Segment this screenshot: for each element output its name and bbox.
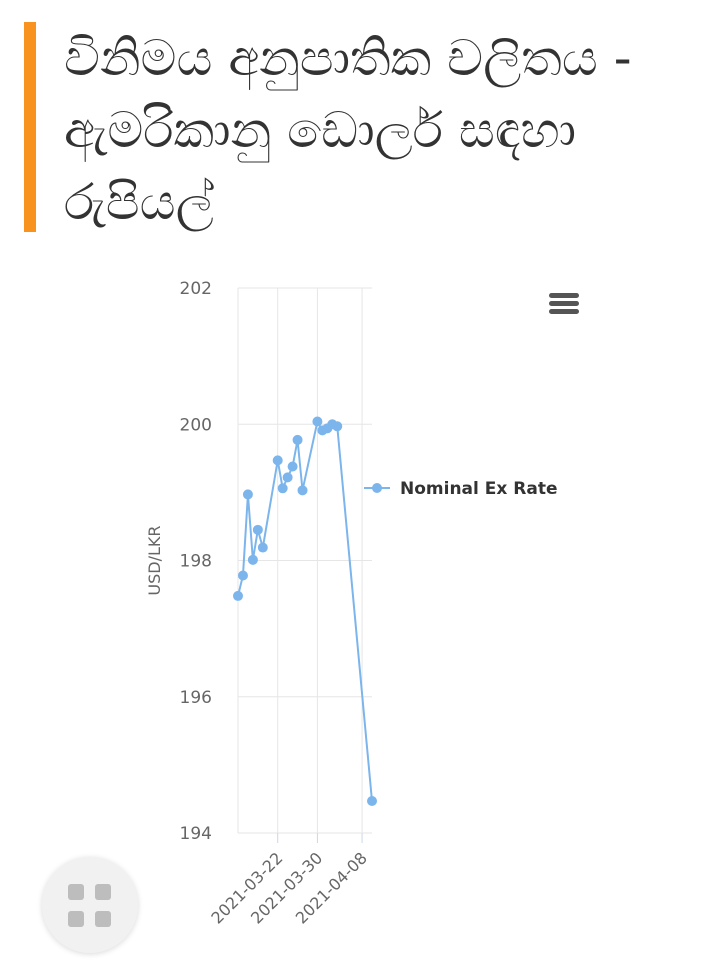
y-tick-label: 196 xyxy=(180,688,212,708)
y-tick-label: 198 xyxy=(180,552,212,572)
chart-gridlines xyxy=(237,287,372,834)
data-point xyxy=(242,489,253,500)
chart-legend: Nominal Ex Rate xyxy=(364,479,557,499)
data-point xyxy=(252,524,263,535)
data-point xyxy=(287,461,298,472)
page-title: විනිමය අනුපාතික චලිතය - ඇමරිකානු ඩොලර් ස… xyxy=(64,29,632,231)
data-point xyxy=(332,421,343,432)
title-block: විනිමය අනුපාතික චලිතය - ඇමරිකානු ඩොලර් ස… xyxy=(24,22,704,232)
grid-apps-icon xyxy=(68,884,84,900)
legend-marker xyxy=(372,483,382,493)
legend-label: Nominal Ex Rate xyxy=(400,479,557,499)
apps-fab-button[interactable] xyxy=(42,857,138,953)
data-point xyxy=(257,542,268,553)
data-point xyxy=(272,455,283,466)
data-point xyxy=(233,590,243,601)
y-tick-label: 202 xyxy=(180,279,212,299)
chart-menu-button[interactable] xyxy=(542,290,586,330)
y-tick-label: 200 xyxy=(180,415,212,435)
y-axis-title: USD/LKR xyxy=(145,525,164,595)
data-point xyxy=(312,416,323,427)
data-point xyxy=(247,554,258,565)
data-point xyxy=(237,570,248,581)
y-tick-label: 194 xyxy=(180,824,212,844)
data-point xyxy=(282,472,293,483)
chart-series xyxy=(233,416,377,806)
data-point xyxy=(277,483,288,494)
data-point xyxy=(367,795,377,806)
data-point xyxy=(292,434,303,445)
series-line xyxy=(237,418,373,802)
chart-axes: 1941961982002022021-03-222021-03-302021-… xyxy=(145,279,371,928)
data-point xyxy=(297,485,308,496)
